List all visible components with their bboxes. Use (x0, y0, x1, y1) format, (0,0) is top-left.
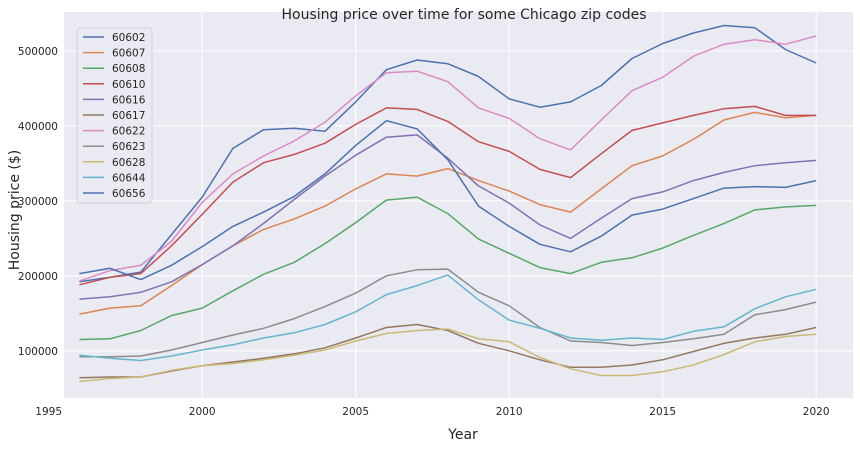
series-line-60602 (79, 24, 817, 283)
legend-label-60623: 60623 (112, 141, 145, 153)
y-tick-label: 300000 (18, 196, 58, 208)
legend-label-60602: 60602 (112, 32, 145, 44)
series-line-60616 (79, 134, 817, 300)
legend-label-60644: 60644 (112, 172, 146, 184)
series-line-60628 (79, 328, 817, 383)
y-tick-label: 200000 (18, 271, 58, 283)
x-axis-ticks: 1995 2000 2005 2010 2015 2020 (35, 406, 829, 418)
y-tick-label: 100000 (18, 346, 58, 358)
series-line-60608 (79, 196, 817, 341)
legend-frame (76, 27, 153, 204)
x-axis-label: Year (447, 427, 478, 443)
series-lines (79, 24, 817, 383)
y-tick-label: 500000 (18, 46, 58, 58)
series-line-60644 (79, 274, 817, 362)
x-tick-label: 2015 (649, 406, 676, 418)
x-tick-label: 2005 (342, 406, 369, 418)
x-tick-label: 1995 (35, 406, 62, 418)
x-tick-label: 2010 (496, 406, 523, 418)
legend-label-60610: 60610 (112, 79, 145, 91)
plot-background (64, 12, 853, 398)
legend-label-60607: 60607 (112, 48, 145, 60)
legend: 60602 60607 60608 60610 60616 60617 60622 60623… (76, 27, 153, 204)
y-axis-ticks: 100000 200000 300000 400000 500000 (18, 46, 58, 358)
chart-title: Housing price over time for some Chicago… (281, 7, 646, 23)
x-tick-label: 2000 (189, 406, 216, 418)
legend-label-60656: 60656 (112, 188, 146, 200)
legend-label-60616: 60616 (112, 94, 146, 106)
x-tick-label: 2020 (803, 406, 830, 418)
legend-label-60622: 60622 (112, 126, 145, 138)
series-line-60622 (79, 35, 817, 282)
legend-label-60628: 60628 (112, 157, 145, 169)
legend-label-60608: 60608 (112, 63, 145, 75)
series-line-60656 (79, 119, 817, 281)
y-axis-label: Housing price ($) (7, 150, 23, 270)
series-line-60623 (79, 268, 817, 358)
legend-label-60617: 60617 (112, 110, 145, 122)
series-line-60610 (79, 105, 817, 286)
y-tick-label: 400000 (18, 121, 58, 133)
